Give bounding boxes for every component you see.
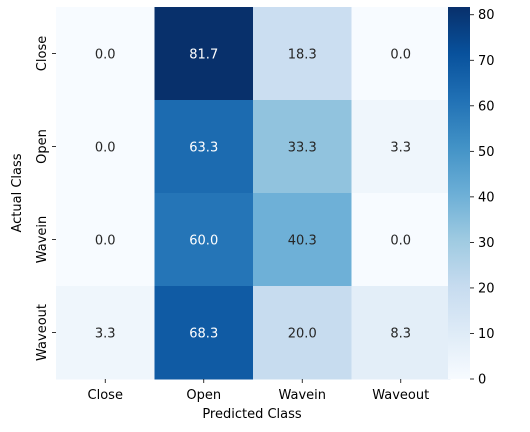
- cell-value-label: 60.0: [189, 234, 218, 249]
- x-tick-label: Wavein: [278, 388, 326, 403]
- colorbar-tick-label: 50: [478, 145, 495, 160]
- heatmap-cell: [56, 193, 155, 287]
- colorbar-tick-label: 10: [478, 327, 495, 342]
- colorbar-ticks: 0 10 20 30 40 50 60 70 80: [470, 8, 495, 388]
- cell-value-label: 0.0: [95, 48, 116, 63]
- y-tick-label: Close: [35, 36, 50, 71]
- y-tick-label: Wavein: [35, 216, 50, 264]
- heatmap-cell: [154, 193, 254, 287]
- heatmap-cell: [253, 100, 352, 194]
- heatmap-cell: [56, 100, 155, 194]
- x-tick-label: Close: [88, 388, 123, 403]
- heatmap-cell: [253, 193, 352, 287]
- colorbar-tick-label: 40: [478, 190, 495, 205]
- heatmap-cell: [351, 193, 451, 287]
- x-tick-label: Open: [186, 388, 221, 403]
- heatmap-cell: [253, 7, 352, 101]
- y-axis-label: Actual Class: [10, 153, 25, 232]
- y-tick-label: Open: [35, 129, 50, 164]
- heatmap-cell: [56, 7, 155, 101]
- y-axis-ticks: Close Open Wavein Waveout: [35, 36, 56, 361]
- heatmap-cell: [154, 286, 254, 380]
- cell-value-label: 33.3: [288, 141, 317, 156]
- colorbar-tick-label: 80: [478, 8, 495, 23]
- x-tick-label: Waveout: [372, 388, 429, 403]
- cell-value-label: 81.7: [189, 48, 218, 63]
- heatmap-cell: [351, 7, 451, 101]
- heatmap-cell: [351, 286, 451, 380]
- cell-value-label: 0.0: [390, 48, 411, 63]
- colorbar: 0 10 20 30 40 50 60 70 80: [448, 7, 495, 388]
- heatmap-cell: [154, 100, 254, 194]
- colorbar-tick-label: 20: [478, 281, 495, 296]
- cell-value-label: 68.3: [189, 327, 218, 342]
- cell-value-label: 0.0: [95, 234, 116, 249]
- colorbar-tick-label: 30: [478, 236, 495, 251]
- cell-value-label: 40.3: [288, 234, 317, 249]
- colorbar-tick-label: 60: [478, 99, 495, 114]
- heatmap-cell: [351, 100, 451, 194]
- cell-value-label: 0.0: [95, 141, 116, 156]
- cell-value-label: 63.3: [189, 141, 218, 156]
- cell-value-label: 18.3: [288, 48, 317, 63]
- heatmap-cell: [253, 286, 352, 380]
- cell-value-label: 8.3: [390, 327, 411, 342]
- heatmap-cell: [56, 286, 155, 380]
- x-axis-label: Predicted Class: [202, 407, 302, 422]
- heatmap-cell: [154, 7, 254, 101]
- colorbar-tick-label: 70: [478, 54, 495, 69]
- cell-value-label: 3.3: [95, 327, 116, 342]
- cell-value-label: 3.3: [390, 141, 411, 156]
- heatmap-cells: 0.0 81.7 18.3 0.0 0.0 63.3 33.3 3.3 0.0 60.0 40.3 0…: [56, 7, 451, 380]
- cell-value-label: 0.0: [390, 234, 411, 249]
- y-tick-label: Waveout: [35, 304, 50, 361]
- cell-value-label: 20.0: [288, 327, 317, 342]
- x-axis-ticks: Close Open Wavein Waveout: [88, 379, 429, 403]
- colorbar-tick-label: 0: [478, 373, 486, 388]
- colorbar-gradient: [448, 7, 470, 379]
